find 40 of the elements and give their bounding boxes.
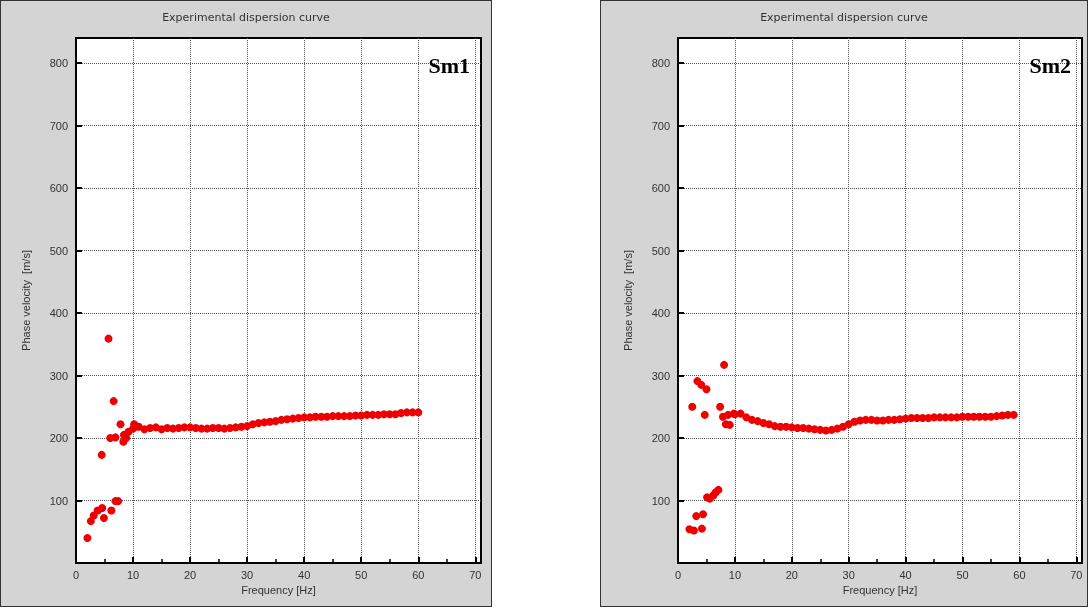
y-axis-title: Phase velocity [m/s] xyxy=(621,250,634,351)
x-tick-label: 20 xyxy=(183,568,197,581)
y-tick-label: 400 xyxy=(651,307,670,319)
y-tick-label: 200 xyxy=(49,432,68,444)
y-tick-label: 600 xyxy=(49,182,68,194)
y-tick-label: 300 xyxy=(651,369,670,382)
x-tick-label: 30 xyxy=(842,568,855,581)
y-tick-label: 500 xyxy=(651,244,670,257)
y-tick-label: 100 xyxy=(49,494,68,507)
x-tick-label: 40 xyxy=(298,568,311,581)
x-axis-title: Frequency [Hz] xyxy=(241,584,316,597)
x-axis-title: Frequency [Hz] xyxy=(842,584,918,597)
x-tick-label: 10 xyxy=(728,568,742,581)
x-tick-label: 30 xyxy=(241,568,254,581)
y-tick-label: 700 xyxy=(49,119,68,132)
y-tick-label: 300 xyxy=(49,369,68,382)
y-tick-label: 700 xyxy=(651,119,670,132)
y-tick-label: 600 xyxy=(651,182,670,194)
x-tick-label: 60 xyxy=(412,568,425,581)
x-tick-label: 60 xyxy=(1013,568,1026,581)
y-tick-label: 800 xyxy=(49,57,68,69)
annotation: Sm2 xyxy=(1029,52,1071,78)
annotation: Sm1 xyxy=(428,52,470,78)
x-tick-label: 70 xyxy=(469,568,482,581)
y-tick-label: 500 xyxy=(49,244,68,257)
y-tick-label: 100 xyxy=(651,494,670,507)
x-tick-label: 0 xyxy=(674,568,682,581)
x-tick-label: 40 xyxy=(899,568,912,581)
x-tick-label: 50 xyxy=(355,568,368,581)
x-tick-label: 0 xyxy=(72,568,80,581)
y-tick-label: 400 xyxy=(49,307,68,319)
x-tick-label: 10 xyxy=(126,568,140,581)
x-tick-label: 70 xyxy=(1070,568,1083,581)
chart-title: Experimental dispersion curve xyxy=(162,11,331,24)
x-tick-label: 20 xyxy=(785,568,798,581)
x-tick-label: 50 xyxy=(956,568,969,581)
y-axis-title: Phase velocity [m/s] xyxy=(19,250,32,351)
y-tick-label: 200 xyxy=(651,432,670,444)
y-tick-label: 800 xyxy=(651,57,670,69)
chart-title: Experimental dispersion curve xyxy=(760,11,929,24)
